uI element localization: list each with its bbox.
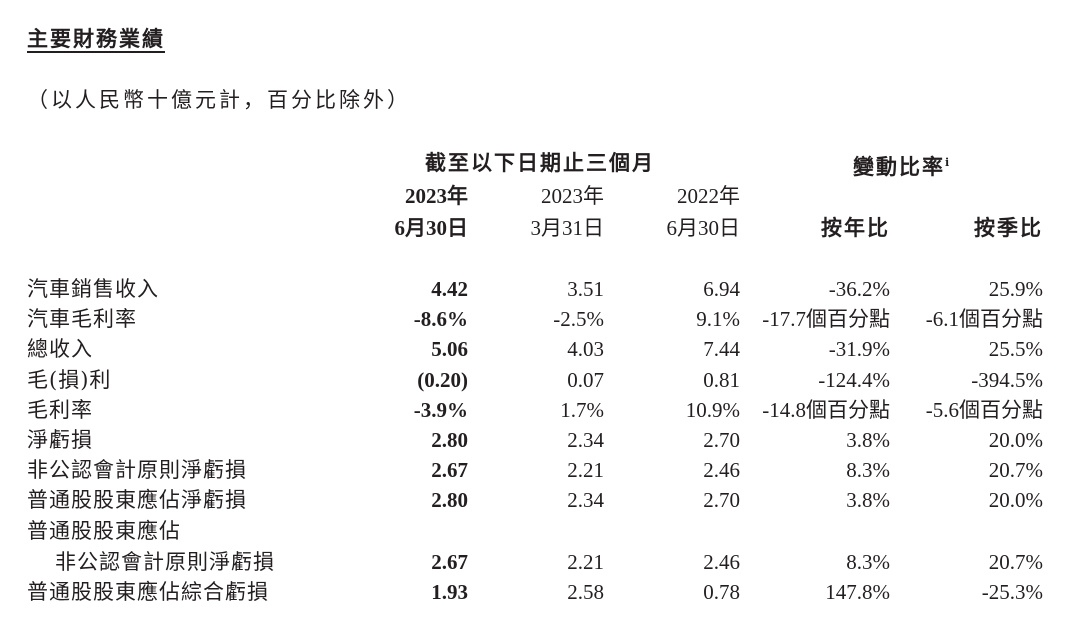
- q2-2022-value: 10.9%: [685, 398, 740, 422]
- row-label: 淨虧損: [27, 428, 93, 452]
- table-row: 普通股股東應佔: [0, 519, 1080, 549]
- q1-2023-value: 2.58: [567, 580, 604, 604]
- qoq-change: 20.7%: [988, 458, 1043, 482]
- q2-2022-value: 2.70: [703, 428, 740, 452]
- q1-2023-value: 2.21: [567, 550, 604, 574]
- qoq-change: -5.6個百分點: [925, 398, 1043, 422]
- yoy-change: 147.8%: [825, 580, 890, 604]
- row-label: 普通股股東應佔淨虧損: [27, 488, 247, 512]
- col1-year: 2023年: [405, 184, 468, 208]
- yoy-change: 8.3%: [846, 458, 890, 482]
- table-row: 毛利率 -3.9% 1.7% 10.9% -14.8個百分點 -5.6個百分點: [0, 398, 1080, 428]
- q2-2023-value: (0.20): [417, 368, 468, 392]
- row-label: 非公認會計原則淨虧損: [27, 458, 247, 482]
- qoq-change: 20.0%: [988, 428, 1043, 452]
- q1-2023-value: 0.07: [567, 368, 604, 392]
- q2-2022-value: 2.46: [703, 550, 740, 574]
- row-label: 汽車銷售收入: [27, 277, 159, 301]
- q1-2023-value: 2.21: [567, 458, 604, 482]
- qoq-change: -394.5%: [971, 368, 1043, 392]
- q2-2022-value: 0.78: [703, 580, 740, 604]
- q2-2022-value: 2.46: [703, 458, 740, 482]
- yoy-change: -14.8個百分點: [762, 398, 890, 422]
- yoy-change: -17.7個百分點: [762, 307, 890, 331]
- q1-2023-value: 1.7%: [560, 398, 604, 422]
- q1-2023-value: -2.5%: [553, 307, 604, 331]
- yoy-change: 3.8%: [846, 428, 890, 452]
- col2-date: 3月31日: [530, 216, 605, 240]
- yoy-header: 按年比: [821, 215, 890, 240]
- q1-2023-value: 2.34: [567, 428, 604, 452]
- col3-year: 2022年: [677, 184, 740, 208]
- table-row: 汽車銷售收入 4.42 3.51 6.94 -36.2% 25.9%: [0, 277, 1080, 307]
- q2-2023-value: -3.9%: [413, 398, 468, 422]
- row-label: 總收入: [27, 337, 93, 361]
- q2-2022-value: 7.44: [703, 337, 740, 361]
- q1-2023-value: 3.51: [567, 277, 604, 301]
- row-label: 毛(損)利: [27, 368, 112, 392]
- q2-2023-value: -8.6%: [413, 307, 468, 331]
- q2-2022-value: 6.94: [703, 277, 740, 301]
- yoy-change: -31.9%: [828, 337, 890, 361]
- table-row: 非公認會計原則淨虧損 2.67 2.21 2.46 8.3% 20.7%: [0, 458, 1080, 488]
- col2-year: 2023年: [541, 184, 604, 208]
- q2-2023-value: 4.42: [431, 277, 468, 301]
- qoq-change: 20.7%: [988, 550, 1043, 574]
- row-label: 普通股股東應佔: [27, 519, 181, 543]
- q2-2022-value: 0.81: [703, 368, 740, 392]
- unit-note: （以人民幣十億元計，百分比除外）: [27, 88, 411, 112]
- q1-2023-value: 4.03: [567, 337, 604, 361]
- row-label: 汽車毛利率: [27, 307, 137, 331]
- yoy-change: 8.3%: [846, 550, 890, 574]
- table-row: 普通股股東應佔綜合虧損 1.93 2.58 0.78 147.8% -25.3%: [0, 580, 1080, 610]
- row-label: 非公認會計原則淨虧損: [55, 550, 275, 574]
- col3-date: 6月30日: [666, 216, 741, 240]
- row-label: 毛利率: [27, 398, 93, 422]
- qoq-change: 20.0%: [988, 488, 1043, 512]
- table-row: 非公認會計原則淨虧損 2.67 2.21 2.46 8.3% 20.7%: [0, 550, 1080, 580]
- q2-2022-value: 9.1%: [696, 307, 740, 331]
- qoq-change: 25.9%: [988, 277, 1043, 301]
- qoq-header: 按季比: [974, 215, 1043, 240]
- q2-2022-value: 2.70: [703, 488, 740, 512]
- period-group-header: 截至以下日期止三個月: [425, 150, 655, 175]
- q2-2023-value: 2.80: [431, 428, 468, 452]
- qoq-change: 25.5%: [988, 337, 1043, 361]
- row-label: 普通股股東應佔綜合虧損: [27, 580, 269, 604]
- change-group-header: 變動比率i: [853, 154, 952, 179]
- qoq-change: -25.3%: [981, 580, 1043, 604]
- yoy-change: -124.4%: [818, 368, 890, 392]
- table-row: 普通股股東應佔淨虧損 2.80 2.34 2.70 3.8% 20.0%: [0, 488, 1080, 518]
- col1-date: 6月30日: [394, 216, 469, 240]
- yoy-change: 3.8%: [846, 488, 890, 512]
- q2-2023-value: 2.67: [431, 458, 468, 482]
- q2-2023-value: 5.06: [431, 337, 468, 361]
- q2-2023-value: 2.67: [431, 550, 468, 574]
- q2-2023-value: 1.93: [431, 580, 468, 604]
- q1-2023-value: 2.34: [567, 488, 604, 512]
- table-row: 總收入 5.06 4.03 7.44 -31.9% 25.5%: [0, 337, 1080, 367]
- section-title: 主要財務業績: [27, 26, 165, 51]
- table-row: 汽車毛利率 -8.6% -2.5% 9.1% -17.7個百分點 -6.1個百分點: [0, 307, 1080, 337]
- qoq-change: -6.1個百分點: [925, 307, 1043, 331]
- table-row: 淨虧損 2.80 2.34 2.70 3.8% 20.0%: [0, 428, 1080, 458]
- table-row: 毛(損)利 (0.20) 0.07 0.81 -124.4% -394.5%: [0, 368, 1080, 398]
- yoy-change: -36.2%: [828, 277, 890, 301]
- q2-2023-value: 2.80: [431, 488, 468, 512]
